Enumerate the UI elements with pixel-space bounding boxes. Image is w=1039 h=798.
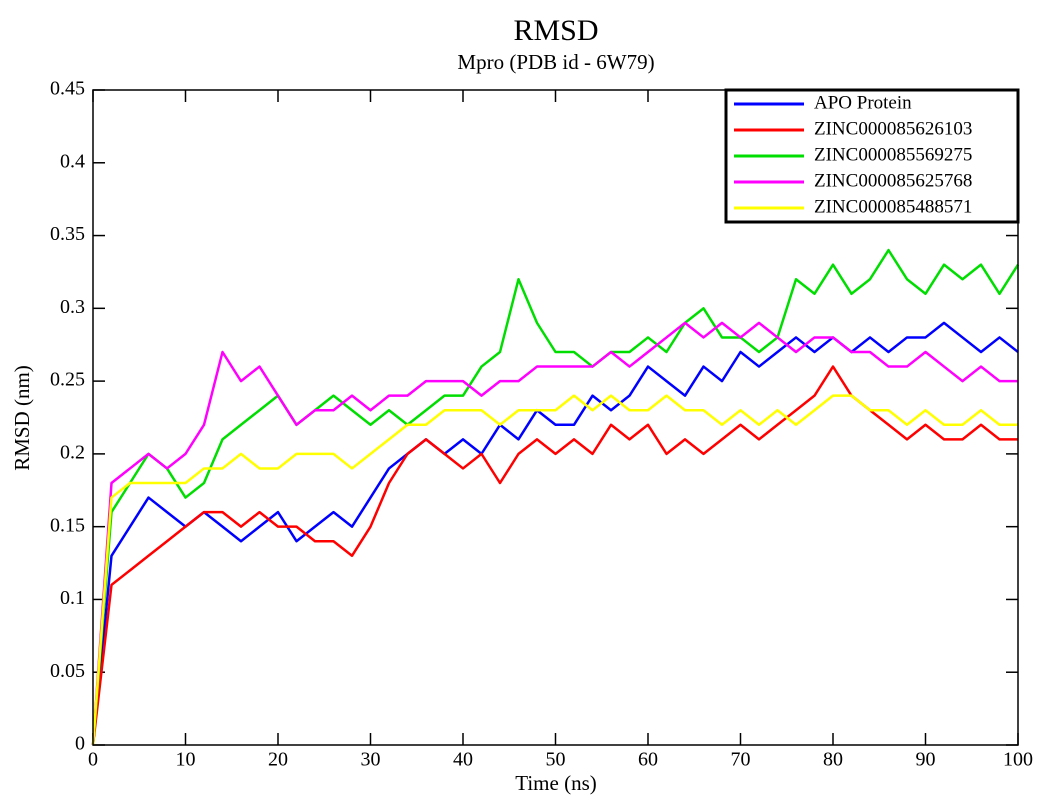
x-axis-label: Time (ns) <box>515 771 597 795</box>
x-tick-label: 30 <box>361 749 381 771</box>
x-tick-label: 40 <box>453 749 473 771</box>
y-tick-label: 0.2 <box>60 441 85 463</box>
y-tick-label: 0.1 <box>60 587 85 609</box>
x-tick-label: 80 <box>823 749 843 771</box>
y-tick-label: 0.25 <box>50 369 85 391</box>
y-axis-label: RMSD (nm) <box>10 365 34 471</box>
x-tick-label: 50 <box>546 749 566 771</box>
y-tick-label: 0.05 <box>50 660 85 682</box>
x-tick-label: 90 <box>916 749 936 771</box>
x-tick-label: 20 <box>268 749 288 771</box>
chart-subtitle: Mpro (PDB id - 6W79) <box>457 50 654 74</box>
series-line <box>91 394 1018 746</box>
series-line <box>91 321 1019 746</box>
plot-frame <box>92 89 1019 746</box>
x-tick-label: 10 <box>176 749 196 771</box>
series-line <box>91 321 1018 746</box>
y-tick-label: 0.4 <box>60 150 85 172</box>
x-tick-label: 100 <box>1003 749 1033 771</box>
legend-label: ZINC000085626103 <box>814 118 972 139</box>
chart-title: RMSD <box>513 14 598 47</box>
series-line <box>91 248 1020 746</box>
x-tick-label: 0 <box>88 749 98 771</box>
y-tick-label: 0.3 <box>60 296 85 318</box>
legend-label: APO Protein <box>814 92 912 113</box>
legend-label: ZINC000085569275 <box>814 144 972 165</box>
x-tick-label: 70 <box>731 749 751 771</box>
x-tick-label: 60 <box>638 749 658 771</box>
legend-label: ZINC000085625768 <box>814 170 972 191</box>
legend-label: ZINC000085488571 <box>814 196 972 217</box>
y-tick-label: 0.15 <box>50 514 85 536</box>
y-tick-label: 0.45 <box>50 78 85 100</box>
y-tick-label: 0.35 <box>50 223 85 245</box>
y-tick-label: 0 <box>75 733 85 755</box>
